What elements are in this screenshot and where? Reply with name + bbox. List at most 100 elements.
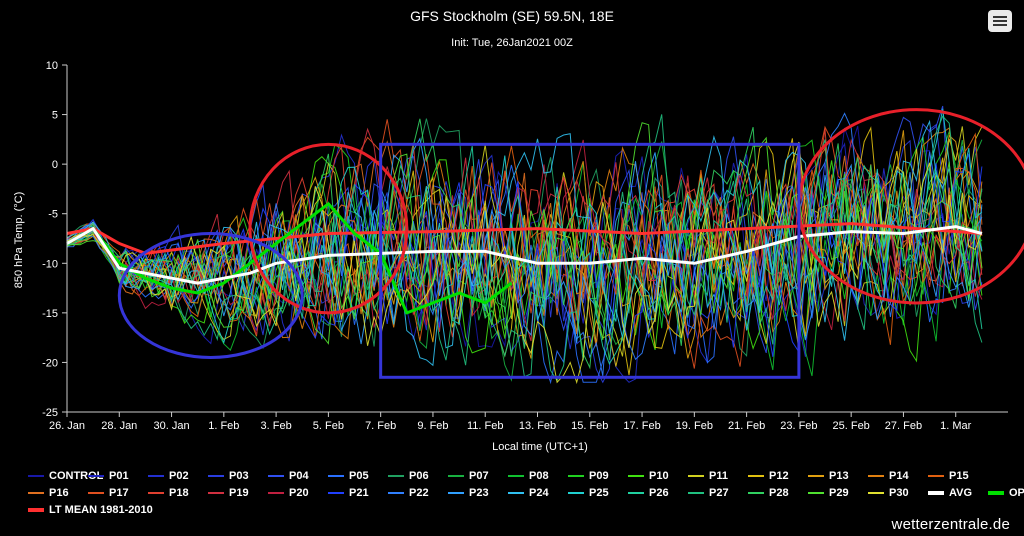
legend-item-p15[interactable]: P15 <box>928 468 969 484</box>
legend-label: P26 <box>649 487 669 499</box>
legend-symbol <box>748 492 764 494</box>
credit-text: wetterzentrale.de <box>891 516 1010 533</box>
legend-item-p05[interactable]: P05 <box>328 468 369 484</box>
legend-symbol <box>28 475 44 477</box>
legend-item-p12[interactable]: P12 <box>748 468 789 484</box>
legend-item-p17[interactable]: P17 <box>88 485 129 501</box>
legend-item-p02[interactable]: P02 <box>148 468 189 484</box>
legend-item-p25[interactable]: P25 <box>568 485 609 501</box>
x-tick-label: 17. Feb <box>623 420 660 432</box>
legend-symbol <box>928 475 944 477</box>
legend-symbol <box>568 475 584 477</box>
legend-label: P15 <box>949 470 969 482</box>
legend-item-p19[interactable]: P19 <box>208 485 249 501</box>
y-axis-label: 850 hPa Temp. (°C) <box>13 192 25 289</box>
y-tick-label: -25 <box>42 407 58 419</box>
legend-item-p26[interactable]: P26 <box>628 485 669 501</box>
legend-symbol <box>568 492 584 494</box>
x-tick-label: 11. Feb <box>467 420 504 432</box>
legend-label: P07 <box>469 470 489 482</box>
legend-item-p24[interactable]: P24 <box>508 485 549 501</box>
legend-label: P09 <box>589 470 609 482</box>
legend-item-p20[interactable]: P20 <box>268 485 309 501</box>
legend-item-p04[interactable]: P04 <box>268 468 309 484</box>
legend-item-p09[interactable]: P09 <box>568 468 609 484</box>
legend-symbol <box>508 475 524 477</box>
legend-item-p29[interactable]: P29 <box>808 485 849 501</box>
legend-item-p08[interactable]: P08 <box>508 468 549 484</box>
legend-item-lt-mean-1981-2010[interactable]: LT MEAN 1981-2010 <box>28 502 153 518</box>
legend-row: CONTROL P01 P02 P03 P04 P05 P06 P07 P08 P09 P10 P11… <box>28 468 1008 485</box>
legend-item-p03[interactable]: P03 <box>208 468 249 484</box>
series-line-p25 <box>66 108 983 345</box>
x-tick-label: 30. Jan <box>154 420 190 432</box>
legend-item-p13[interactable]: P13 <box>808 468 849 484</box>
legend-item-p18[interactable]: P18 <box>148 485 189 501</box>
legend-label: P10 <box>649 470 669 482</box>
legend-item-p27[interactable]: P27 <box>688 485 729 501</box>
legend-label: P01 <box>109 470 129 482</box>
legend-label: P25 <box>589 487 609 499</box>
legend-item-p16[interactable]: P16 <box>28 485 69 501</box>
legend-item-p06[interactable]: P06 <box>388 468 429 484</box>
y-tick-label: -20 <box>42 357 58 369</box>
legend-label: LT MEAN 1981-2010 <box>49 504 153 516</box>
legend-item-p28[interactable]: P28 <box>748 485 789 501</box>
legend-label: AVG <box>949 487 973 499</box>
legend-item-p10[interactable]: P10 <box>628 468 669 484</box>
legend-label: P03 <box>229 470 249 482</box>
legend-label: P04 <box>289 470 309 482</box>
legend-item-p23[interactable]: P23 <box>448 485 489 501</box>
legend-item-p01[interactable]: P01 <box>88 468 129 484</box>
legend-symbol <box>148 492 164 494</box>
legend-label: P16 <box>49 487 69 499</box>
chart-title: GFS Stockholm (SE) 59.5N, 18E <box>410 8 614 24</box>
legend-item-p07[interactable]: P07 <box>448 468 489 484</box>
series-line-oper <box>66 202 513 315</box>
x-tick-label: 9. Feb <box>417 420 448 432</box>
legend-label: CONTROL <box>49 470 104 482</box>
legend-item-avg[interactable]: AVG <box>928 485 972 501</box>
legend-symbol <box>268 492 284 494</box>
legend-label: P30 <box>889 487 909 499</box>
legend-symbol <box>88 492 104 494</box>
legend-item-p30[interactable]: P30 <box>868 485 909 501</box>
x-tick-label: 1. Mar <box>940 420 972 432</box>
legend-item-control[interactable]: CONTROL <box>28 468 103 484</box>
series-line-p24 <box>66 119 983 367</box>
legend-symbol <box>328 475 344 477</box>
legend-label: P27 <box>709 487 729 499</box>
series-line-p14 <box>66 127 983 340</box>
legend-item-p11[interactable]: P11 <box>688 468 728 484</box>
legend-symbol <box>628 475 644 477</box>
legend-symbol <box>28 508 44 512</box>
legend-item-oper[interactable]: OPER <box>988 485 1024 501</box>
legend-symbol <box>748 475 764 477</box>
legend-item-p14[interactable]: P14 <box>868 468 909 484</box>
x-tick-label: 25. Feb <box>833 420 870 432</box>
legend-symbol <box>28 492 44 494</box>
legend-row: LT MEAN 1981-2010 <box>28 502 1008 519</box>
chart-subtitle: Init: Tue, 26Jan2021 00Z <box>451 37 573 49</box>
legend-symbol <box>388 492 404 494</box>
legend-label: P14 <box>889 470 909 482</box>
x-tick-label: 19. Feb <box>676 420 713 432</box>
legend-label: P17 <box>109 487 129 499</box>
legend-symbol <box>448 492 464 494</box>
legend: CONTROL P01 P02 P03 P04 P05 P06 P07 P08 P09 P10 P11… <box>28 468 1024 519</box>
x-tick-label: 13. Feb <box>519 420 556 432</box>
hamburger-menu-icon[interactable] <box>988 10 1012 32</box>
legend-symbol <box>208 475 224 477</box>
legend-symbol <box>928 491 944 495</box>
legend-item-p22[interactable]: P22 <box>388 485 429 501</box>
series-line-p13 <box>66 130 983 359</box>
legend-row: P16 P17 P18 P19 P20 P21 P22 P23 P24 P25 P26 P27 P28 P… <box>28 485 1024 502</box>
y-tick-label: -15 <box>42 308 58 320</box>
legend-symbol <box>88 475 104 477</box>
x-tick-label: 28. Jan <box>101 420 137 432</box>
legend-symbol <box>688 475 704 477</box>
legend-item-p21[interactable]: P21 <box>328 485 369 501</box>
legend-symbol <box>868 475 884 477</box>
legend-label: P19 <box>229 487 249 499</box>
